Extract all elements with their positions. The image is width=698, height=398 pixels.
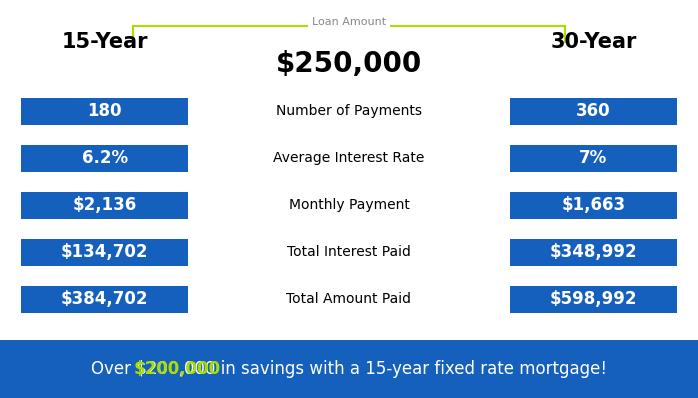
Text: $2,136: $2,136 bbox=[73, 196, 137, 215]
FancyBboxPatch shape bbox=[21, 98, 188, 125]
Text: 30-Year: 30-Year bbox=[550, 32, 637, 52]
FancyBboxPatch shape bbox=[21, 286, 188, 313]
Text: 180: 180 bbox=[87, 102, 122, 121]
Text: $200,000: $200,000 bbox=[133, 360, 221, 378]
FancyBboxPatch shape bbox=[510, 98, 677, 125]
Text: Loan Amount: Loan Amount bbox=[312, 17, 386, 27]
Text: 7%: 7% bbox=[579, 149, 607, 168]
FancyBboxPatch shape bbox=[510, 145, 677, 172]
Text: Number of Payments: Number of Payments bbox=[276, 104, 422, 119]
Text: Over $200,000 in savings with a 15-year fixed rate mortgage!: Over $200,000 in savings with a 15-year … bbox=[91, 360, 607, 378]
Text: $598,992: $598,992 bbox=[549, 290, 637, 308]
Text: $1,663: $1,663 bbox=[561, 196, 625, 215]
FancyBboxPatch shape bbox=[510, 192, 677, 219]
Text: Total Interest Paid: Total Interest Paid bbox=[287, 245, 411, 259]
Text: 6.2%: 6.2% bbox=[82, 149, 128, 168]
Text: Average Interest Rate: Average Interest Rate bbox=[274, 151, 424, 166]
FancyBboxPatch shape bbox=[21, 239, 188, 266]
FancyBboxPatch shape bbox=[510, 286, 677, 313]
Text: Monthly Payment: Monthly Payment bbox=[288, 198, 410, 213]
FancyBboxPatch shape bbox=[21, 192, 188, 219]
Text: $384,702: $384,702 bbox=[61, 290, 149, 308]
Text: $250,000: $250,000 bbox=[276, 50, 422, 78]
FancyBboxPatch shape bbox=[21, 145, 188, 172]
Text: 360: 360 bbox=[576, 102, 611, 121]
Text: 15-Year: 15-Year bbox=[61, 32, 148, 52]
Text: $134,702: $134,702 bbox=[61, 243, 149, 261]
Text: Total Amount Paid: Total Amount Paid bbox=[286, 292, 412, 306]
Text: $348,992: $348,992 bbox=[549, 243, 637, 261]
Bar bbox=[0, 340, 698, 398]
FancyBboxPatch shape bbox=[510, 239, 677, 266]
